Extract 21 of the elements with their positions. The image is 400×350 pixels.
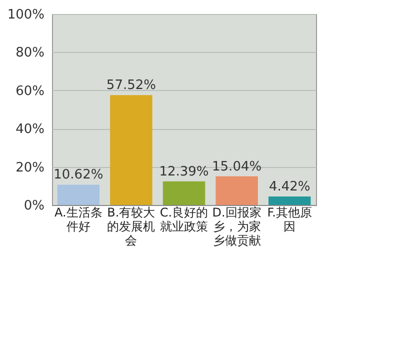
data-label: 15.04% xyxy=(212,159,262,174)
bar xyxy=(57,184,100,205)
bar xyxy=(268,196,311,205)
data-label: 4.42% xyxy=(268,180,310,195)
bar xyxy=(162,181,206,205)
y-tick-label: 0% xyxy=(24,198,44,214)
y-tick-label: 40% xyxy=(16,122,44,138)
x-tick-label: B.有较大的发展机会 xyxy=(107,206,156,248)
x-tick-label: F.其他原因 xyxy=(267,206,312,234)
x-tick-label: A.生活条件好 xyxy=(54,206,102,234)
x-tick-label: D.回报家乡，为家乡做贡献 xyxy=(212,206,262,248)
y-tick-label: 60% xyxy=(16,84,44,99)
data-label: 10.62% xyxy=(54,168,104,183)
bar xyxy=(216,176,258,205)
y-tick-label: 20% xyxy=(16,160,44,176)
x-tick-label: C.良好的就业政策 xyxy=(160,206,208,234)
y-tick-label: 80% xyxy=(16,46,44,61)
y-tick-label: 100% xyxy=(7,8,44,22)
data-label: 12.39% xyxy=(159,164,209,180)
data-label: 57.52% xyxy=(106,78,156,94)
bar xyxy=(110,95,152,205)
